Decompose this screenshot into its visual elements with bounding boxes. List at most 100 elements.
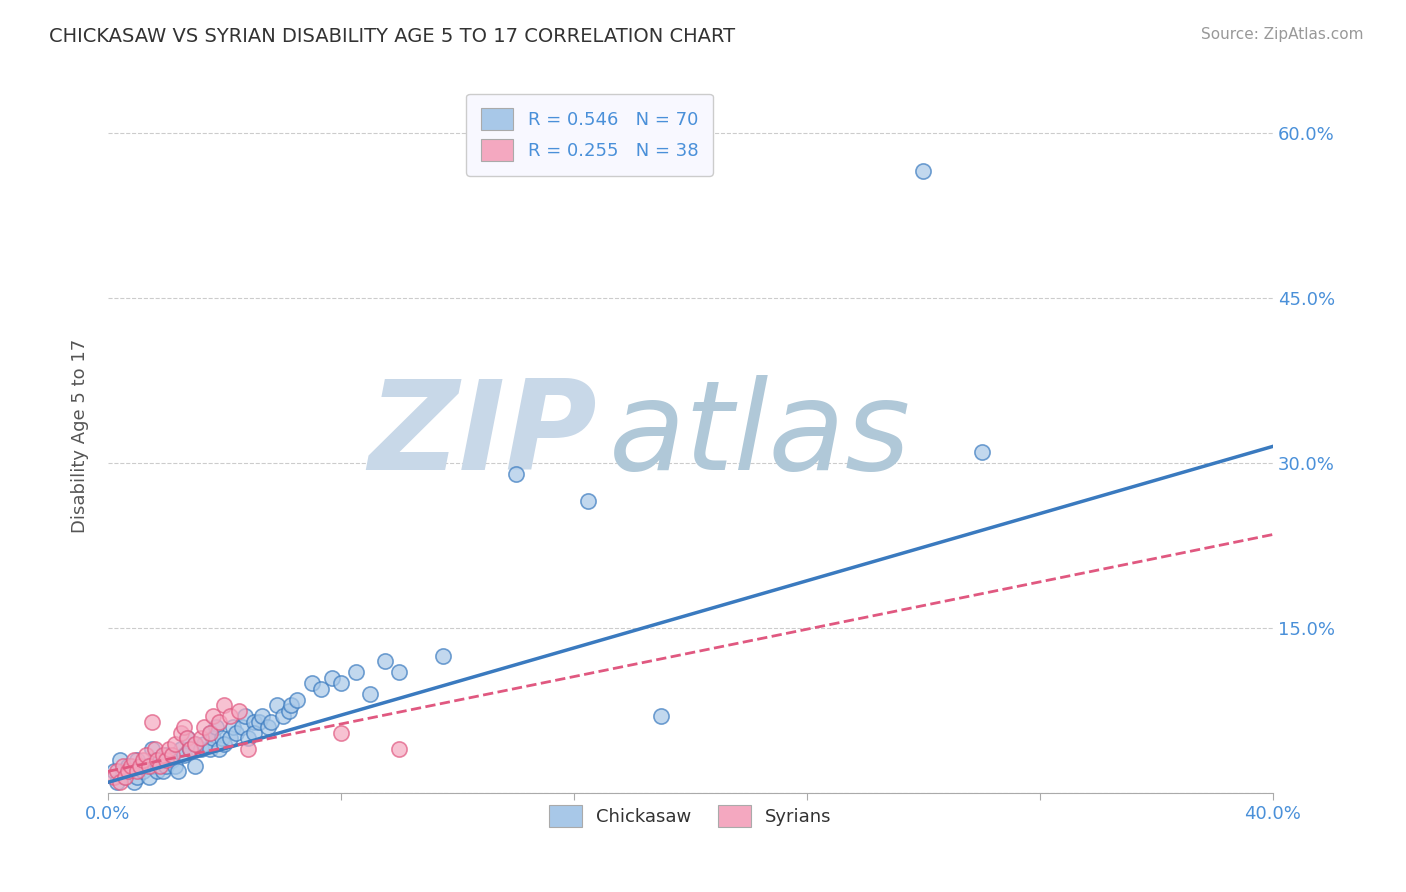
Legend: Chickasaw, Syrians: Chickasaw, Syrians [541, 798, 839, 834]
Point [388, 742, 411, 756]
Point [114, 770, 136, 784]
Point [155, 759, 177, 773]
Point [252, 709, 274, 723]
Point [149, 753, 172, 767]
Point [127, 770, 149, 784]
Text: CHICKASAW VS SYRIAN DISABILITY AGE 5 TO 17 CORRELATION CHART: CHICKASAW VS SYRIAN DISABILITY AGE 5 TO … [49, 27, 735, 45]
Point [201, 731, 224, 746]
Point [163, 737, 186, 751]
Point [103, 764, 125, 779]
Point [160, 747, 183, 762]
Point [321, 671, 343, 685]
Point [190, 742, 212, 756]
Point [432, 648, 454, 663]
Point [138, 759, 160, 773]
Point [117, 759, 139, 773]
Point [225, 725, 247, 739]
Point [105, 775, 128, 789]
Point [198, 725, 221, 739]
Y-axis label: Disability Age 5 to 17: Disability Age 5 to 17 [72, 338, 89, 533]
Point [912, 164, 935, 178]
Point [143, 753, 166, 767]
Point [329, 725, 352, 739]
Point [198, 725, 221, 739]
Point [228, 704, 250, 718]
Point [155, 753, 177, 767]
Point [578, 494, 600, 508]
Point [135, 759, 157, 773]
Point [129, 759, 152, 773]
Point [170, 725, 193, 739]
Point [266, 698, 288, 713]
Point [127, 764, 149, 779]
Point [132, 764, 155, 779]
Point [122, 775, 145, 789]
Point [242, 725, 264, 739]
Point [280, 698, 302, 713]
Point [233, 709, 256, 723]
Point [184, 737, 207, 751]
Point [219, 709, 242, 723]
Point [170, 742, 193, 756]
Point [260, 714, 283, 729]
Text: ZIP: ZIP [368, 375, 598, 496]
Point [105, 764, 128, 779]
Point [152, 764, 174, 779]
Point [309, 681, 332, 696]
Point [176, 731, 198, 746]
Point [201, 709, 224, 723]
Point [505, 467, 527, 481]
Point [214, 737, 236, 751]
Point [114, 770, 136, 784]
Point [242, 714, 264, 729]
Point [970, 445, 993, 459]
Point [141, 759, 163, 773]
Point [190, 731, 212, 746]
Point [146, 753, 169, 767]
Point [108, 753, 131, 767]
Point [236, 731, 259, 746]
Point [141, 742, 163, 756]
Point [184, 737, 207, 751]
Point [120, 759, 142, 773]
Point [132, 753, 155, 767]
Point [301, 676, 323, 690]
Point [277, 704, 299, 718]
Point [211, 731, 233, 746]
Point [219, 731, 242, 746]
Point [285, 692, 308, 706]
Point [108, 775, 131, 789]
Point [163, 759, 186, 773]
Point [117, 764, 139, 779]
Point [157, 742, 180, 756]
Point [193, 737, 215, 751]
Point [179, 742, 201, 756]
Point [173, 747, 195, 762]
Point [155, 747, 177, 762]
Text: Source: ZipAtlas.com: Source: ZipAtlas.com [1201, 27, 1364, 42]
Point [222, 720, 245, 734]
Point [271, 709, 294, 723]
Point [143, 742, 166, 756]
Point [204, 720, 226, 734]
Point [167, 764, 190, 779]
Point [103, 770, 125, 784]
Point [236, 742, 259, 756]
Point [152, 747, 174, 762]
Point [198, 742, 221, 756]
Point [111, 759, 134, 773]
Point [208, 714, 231, 729]
Point [208, 742, 231, 756]
Point [329, 676, 352, 690]
Text: atlas: atlas [609, 375, 911, 496]
Point [650, 709, 672, 723]
Point [231, 720, 253, 734]
Point [141, 714, 163, 729]
Point [374, 654, 396, 668]
Point [257, 720, 280, 734]
Point [122, 753, 145, 767]
Point [160, 753, 183, 767]
Point [138, 770, 160, 784]
Point [173, 720, 195, 734]
Point [146, 764, 169, 779]
